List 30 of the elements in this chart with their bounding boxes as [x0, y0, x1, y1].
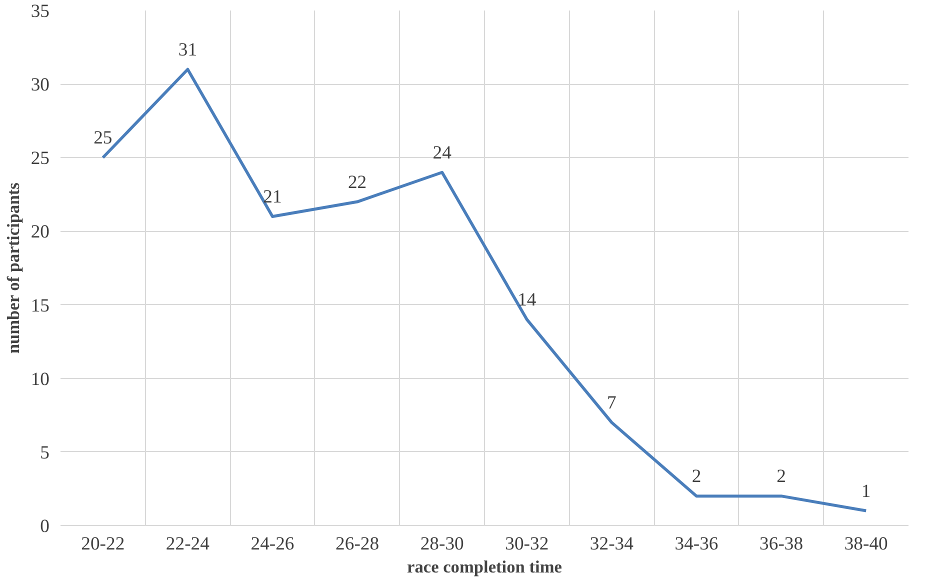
x-tick-label: 36-38 [760, 534, 804, 554]
x-tick-label: 24-26 [250, 534, 294, 554]
data-label: 24 [432, 142, 452, 164]
data-label: 1 [861, 480, 871, 502]
x-tick-label: 22-24 [166, 534, 210, 554]
y-tick-label: 0 [40, 516, 50, 537]
y-tick-label: 35 [30, 1, 50, 22]
x-tick-label: 34-36 [674, 534, 718, 554]
y-tick-label: 10 [30, 368, 50, 390]
data-label: 21 [263, 186, 282, 208]
y-tick-label: 5 [40, 442, 50, 464]
y-tick-label: 20 [30, 222, 50, 243]
y-tick-label: 30 [30, 74, 50, 96]
data-label: 25 [94, 128, 112, 149]
data-label: 7 [607, 392, 616, 414]
x-tick-label: 20-22 [81, 534, 125, 554]
x-tick-label: 28-30 [420, 534, 464, 554]
data-label: 2 [776, 466, 786, 488]
data-label: 14 [518, 290, 537, 310]
y-tick-label: 25 [30, 148, 50, 170]
data-label: 22 [348, 172, 367, 193]
x-axis-title: race completion time [407, 558, 562, 576]
x-tick-label: 32-34 [590, 534, 634, 554]
x-tick-label: 38-40 [844, 534, 888, 554]
y-tick-label: 15 [30, 295, 50, 316]
x-tick-label: 26-28 [336, 534, 380, 554]
data-label: 2 [692, 466, 702, 488]
x-tick-label: 30-32 [505, 534, 549, 554]
y-axis-title: number of participants [4, 182, 23, 354]
data-label: 31 [178, 39, 198, 60]
